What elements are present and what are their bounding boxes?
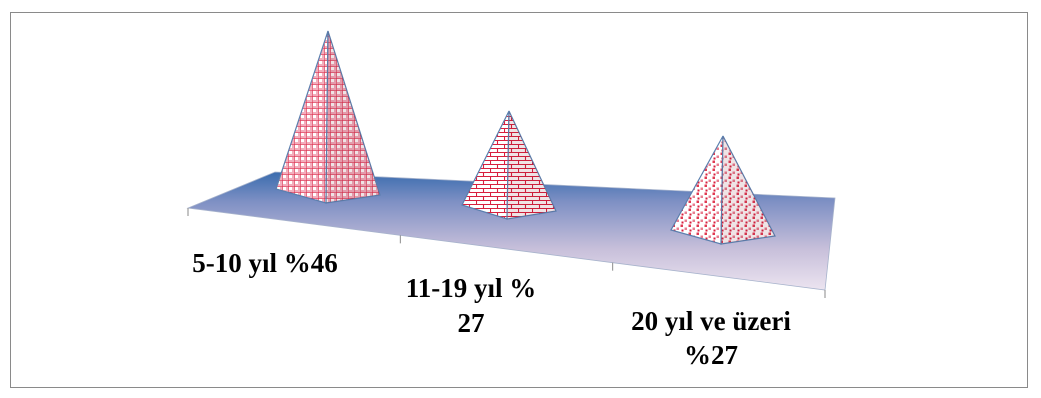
pyramid-bar [670, 135, 776, 245]
category-label: 5-10 yıl %46 [192, 248, 338, 278]
category-label: 20 yıl ve üzeri %27 [631, 306, 791, 370]
pyramid-bar [461, 110, 557, 220]
pyramid-bar [275, 30, 381, 204]
category-label: 11-19 yıl % 27 [406, 273, 537, 338]
category-axis [187, 208, 826, 298]
